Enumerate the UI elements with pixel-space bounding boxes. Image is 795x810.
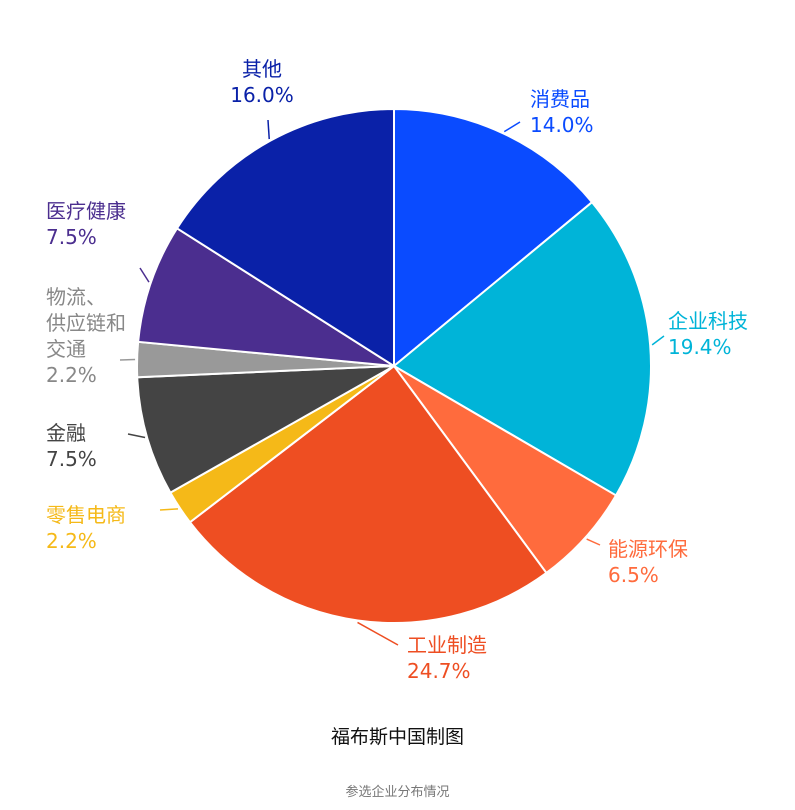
slice-label: 消费品 14.0% (530, 87, 594, 137)
leader-line (357, 621, 399, 646)
slice-label: 医疗健康 7.5% (46, 199, 126, 249)
slice-label: 零售电商 2.2% (46, 503, 126, 553)
pie-slice (175, 107, 395, 368)
slice-label: 企业科技 19.4% (668, 309, 748, 359)
slice-label: 工业制造 24.7% (407, 633, 487, 683)
slice-label: 物流、供应链和交通 2.2% (46, 285, 126, 387)
leader-line (159, 508, 179, 511)
pie-slice (392, 200, 652, 497)
leader-line (139, 267, 150, 283)
pie-slice (188, 364, 548, 624)
pie-chart: 消费品 14.0% 企业科技 19.4% 能源环保 6.5% 工业制造 24.7% 零售电商 2.… (46, 57, 748, 683)
slice-label: 能源环保 6.5% (608, 537, 688, 587)
slice-label: 其他 16.0% (230, 57, 294, 107)
chart-source: 福布斯中国制图 (330, 726, 464, 748)
chart-subtitle: 参选企业分布情况 (345, 785, 450, 800)
pie-slice (136, 365, 395, 494)
leader-line (127, 433, 146, 439)
leader-line (267, 119, 270, 140)
leader-line (651, 335, 665, 346)
leader-line (586, 538, 601, 546)
slice-label: 金融 7.5% (46, 421, 97, 471)
pie-slice (137, 226, 395, 367)
leader-line (503, 121, 521, 133)
leader-line (119, 358, 136, 361)
pie-slice (393, 107, 594, 369)
